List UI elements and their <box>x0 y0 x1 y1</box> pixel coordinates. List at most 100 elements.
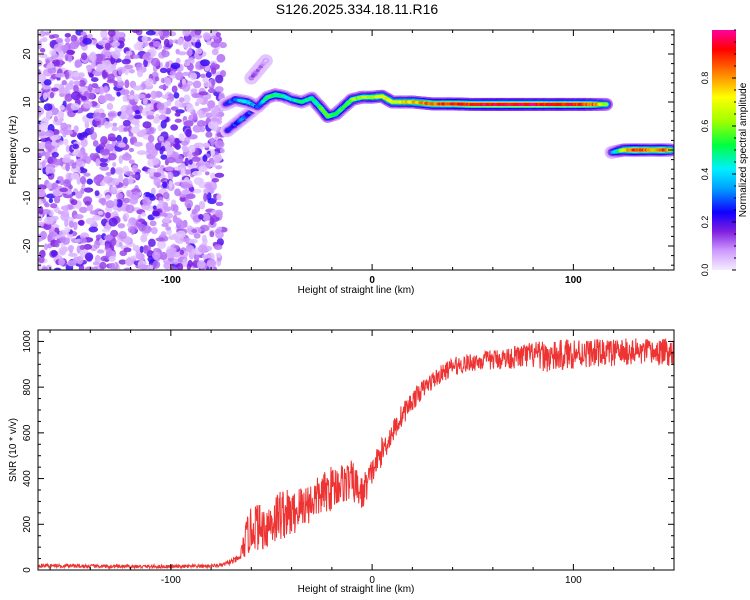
noise-speckle <box>211 178 220 183</box>
noise-speckle <box>123 247 132 253</box>
noise-speckle <box>115 79 125 89</box>
noise-speckle <box>72 256 81 264</box>
noise-speckle <box>45 165 50 175</box>
noise-speckle <box>201 107 212 112</box>
noise-speckle <box>199 224 210 232</box>
noise-speckle <box>100 181 106 187</box>
noise-speckle <box>100 197 107 206</box>
noise-speckle <box>161 222 169 228</box>
spectrogram-ytick-label: 0 <box>22 147 33 153</box>
noise-speckle <box>135 250 141 258</box>
noise-speckle <box>38 262 42 270</box>
noise-speckle <box>38 73 47 83</box>
snr-frame <box>37 329 675 571</box>
noise-speckle <box>167 171 174 181</box>
noise-speckle <box>51 87 59 92</box>
noise-speckle <box>47 182 53 190</box>
noise-speckle <box>172 204 179 213</box>
noise-speckle <box>88 53 97 62</box>
noise-speckle <box>173 92 180 99</box>
noise-speckle <box>147 168 157 173</box>
noise-speckle <box>106 247 113 257</box>
noise-speckle <box>110 167 116 175</box>
noise-speckle <box>192 188 202 194</box>
noise-speckle <box>110 186 118 194</box>
noise-speckle <box>62 178 72 188</box>
noise-speckle <box>159 67 168 74</box>
noise-speckle <box>199 126 206 133</box>
noise-speckle <box>112 122 118 127</box>
noise-speckle <box>185 193 196 200</box>
noise-speckle <box>75 158 83 167</box>
noise-speckle <box>179 97 185 103</box>
spectrogram-xtick-label: 0 <box>369 275 375 286</box>
noise-speckle <box>65 144 71 153</box>
noise-speckle <box>78 86 88 93</box>
noise-speckle <box>111 178 120 186</box>
noise-speckle <box>97 40 106 46</box>
noise-speckle <box>132 85 143 91</box>
noise-speckle <box>182 40 190 50</box>
noise-speckle <box>140 129 148 134</box>
noise-speckle <box>49 203 58 209</box>
noise-speckle <box>145 193 155 198</box>
noise-speckle <box>169 70 176 76</box>
noise-speckle <box>108 262 116 270</box>
noise-speckle <box>198 213 204 220</box>
noise-speckle <box>128 147 135 153</box>
noise-speckle <box>105 171 113 176</box>
noise-speckle <box>142 245 149 254</box>
noise-speckle <box>70 34 78 43</box>
snr-ytick-label: 400 <box>22 470 33 487</box>
noise-speckle <box>201 254 211 259</box>
signal-trace-blob <box>603 102 609 106</box>
noise-speckle <box>63 129 74 136</box>
noise-speckle <box>88 83 93 93</box>
noise-speckle <box>196 120 206 127</box>
noise-speckle <box>90 59 96 69</box>
noise-speckle <box>64 227 71 233</box>
noise-speckle <box>71 91 81 101</box>
noise-speckle <box>113 80 118 87</box>
noise-speckle <box>78 264 85 270</box>
noise-speckle <box>190 88 198 93</box>
noise-speckle <box>207 100 216 109</box>
noise-speckle <box>44 140 52 150</box>
noise-speckle <box>144 126 155 135</box>
noise-speckle <box>105 200 115 209</box>
noise-speckle <box>78 206 88 214</box>
noise-speckle <box>132 54 140 59</box>
noise-speckle <box>131 118 140 125</box>
noise-speckle <box>90 77 99 83</box>
noise-speckle <box>194 41 202 49</box>
noise-speckle <box>138 223 146 232</box>
noise-speckle <box>49 91 55 99</box>
noise-speckle <box>202 32 211 40</box>
noise-speckle <box>79 152 84 160</box>
noise-speckle <box>198 165 208 173</box>
noise-speckle <box>39 230 47 240</box>
noise-speckle <box>182 30 191 37</box>
figure-title: S126.2025.334.18.11.R16 <box>276 1 439 17</box>
noise-speckle <box>129 94 135 100</box>
noise-speckle <box>147 249 153 255</box>
noise-speckle <box>71 191 76 196</box>
noise-speckle <box>166 157 176 164</box>
noise-speckle <box>80 139 88 148</box>
noise-speckle <box>211 48 219 56</box>
snr-ytick-label: 1000 <box>22 330 33 353</box>
noise-speckle <box>38 200 44 205</box>
noise-speckle <box>58 247 67 256</box>
noise-speckle <box>51 182 57 190</box>
noise-speckle <box>149 220 157 227</box>
noise-speckle <box>215 74 224 84</box>
noise-speckle <box>77 72 85 78</box>
noise-speckle <box>211 106 219 115</box>
noise-speckle <box>84 266 94 270</box>
noise-speckle <box>186 49 193 57</box>
noise-speckle <box>48 231 58 237</box>
noise-speckle <box>215 32 221 37</box>
noise-speckle <box>163 206 173 211</box>
noise-speckle <box>51 52 58 59</box>
noise-speckle <box>215 165 223 170</box>
